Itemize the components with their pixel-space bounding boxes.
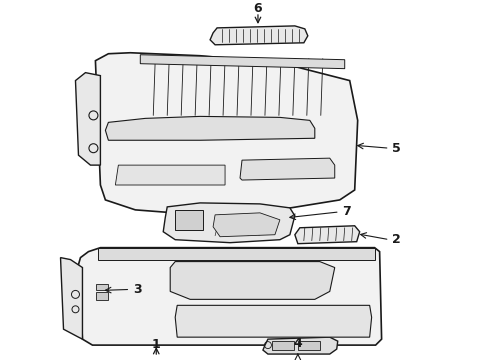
Polygon shape — [98, 248, 375, 260]
Polygon shape — [295, 226, 360, 244]
Bar — [298, 341, 320, 350]
Polygon shape — [105, 116, 315, 140]
Bar — [272, 341, 294, 350]
Polygon shape — [263, 337, 338, 354]
Text: 1: 1 — [152, 338, 161, 351]
Bar — [175, 210, 203, 230]
Text: 3: 3 — [133, 283, 142, 296]
Polygon shape — [61, 258, 82, 339]
Polygon shape — [96, 53, 358, 215]
Polygon shape — [213, 213, 280, 237]
Polygon shape — [140, 55, 345, 69]
Text: 6: 6 — [254, 3, 262, 15]
Bar — [97, 284, 108, 291]
Text: 2: 2 — [392, 233, 401, 246]
Text: 5: 5 — [392, 142, 401, 155]
Polygon shape — [240, 158, 335, 180]
Polygon shape — [78, 248, 382, 345]
Text: 4: 4 — [294, 337, 302, 350]
Polygon shape — [175, 305, 371, 337]
Polygon shape — [75, 73, 100, 165]
Polygon shape — [115, 165, 225, 185]
Polygon shape — [163, 203, 295, 243]
Bar — [97, 292, 108, 300]
Text: 7: 7 — [343, 205, 351, 219]
Polygon shape — [170, 262, 335, 300]
Polygon shape — [210, 26, 308, 45]
